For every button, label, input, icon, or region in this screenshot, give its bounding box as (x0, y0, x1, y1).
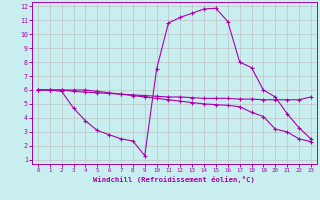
X-axis label: Windchill (Refroidissement éolien,°C): Windchill (Refroidissement éolien,°C) (93, 176, 255, 183)
